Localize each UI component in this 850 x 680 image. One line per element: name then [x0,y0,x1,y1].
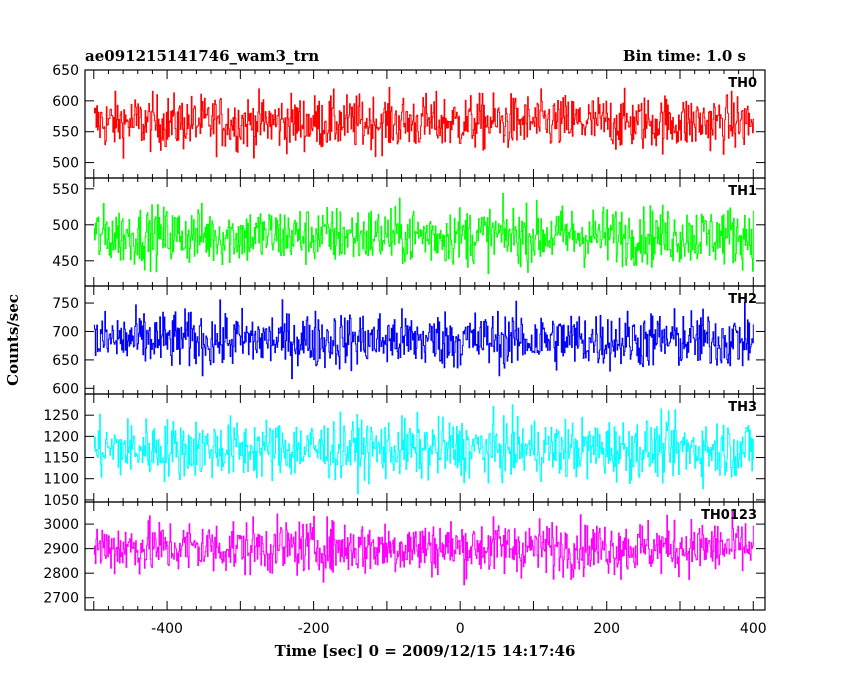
y-tick-label: 1050 [43,493,79,509]
x-tick-label: 0 [456,621,465,637]
panel-label-th2: TH2 [728,292,757,307]
x-tick-label: 200 [593,621,620,637]
y-tick-label: 3000 [43,517,79,533]
y-tick-label: 2800 [43,566,79,582]
x-tick-label: -400 [151,621,183,637]
series-line-th3 [93,404,754,495]
y-tick-label: 2700 [43,591,79,607]
panel-frame-th0123 [84,501,766,611]
y-tick-label: 600 [52,381,79,397]
panel-label-th3: TH3 [728,400,757,415]
y-tick-label: 650 [52,353,79,369]
y-tick-label: 600 [52,94,79,110]
series-line-th1 [93,192,754,275]
y-tick-label: 650 [52,63,79,79]
y-tick-label: 550 [52,182,79,198]
chart-title: ae091215141746_wam3_trn [85,47,319,65]
y-tick-label: 550 [52,125,79,141]
chart-subtitle: Bin time: 1.0 s [623,47,746,65]
y-tick-label: 750 [52,296,79,312]
x-axis-label: Time [sec] 0 = 2009/12/15 14:17:46 [275,642,576,660]
panel-label-th0: TH0 [728,76,757,91]
y-axis-label: Counts/sec [4,294,22,386]
series-line-th2 [93,299,754,380]
y-tick-label: 2900 [43,542,79,558]
x-tick-label: 400 [740,621,767,637]
y-tick-label: 450 [52,254,79,270]
y-tick-label: 1100 [43,472,79,488]
y-tick-label: 1150 [43,451,79,467]
y-tick-label: 1200 [43,429,79,445]
x-tick-label: -200 [298,621,330,637]
panel-label-th0123: TH0123 [701,508,757,523]
series-line-th0123 [93,510,754,586]
y-tick-label: 1250 [43,408,79,424]
panels-group: 500 550 600 650 TH0 450 500 550 TH1 600 650 700 750 T… [43,63,766,637]
y-tick-label: 500 [52,156,79,172]
y-tick-label: 500 [52,218,79,234]
series-line-th0 [93,86,754,159]
y-tick-label: 700 [52,324,79,340]
panel-label-th1: TH1 [728,184,757,199]
